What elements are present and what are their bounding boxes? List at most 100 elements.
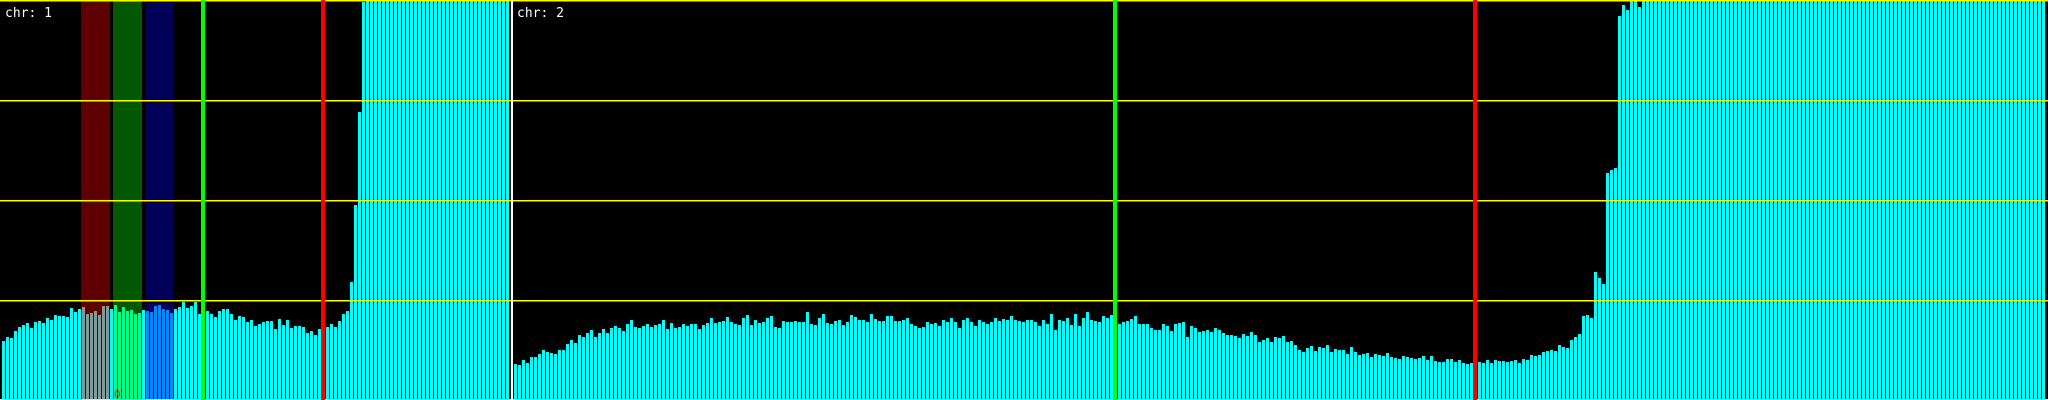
coverage-bar — [1146, 324, 1149, 400]
coverage-bar — [662, 320, 665, 400]
coverage-bar — [1262, 340, 1265, 400]
coverage-bar — [934, 323, 937, 400]
coverage-bar — [1282, 336, 1285, 400]
coverage-bar — [546, 352, 549, 400]
coverage-bar — [1482, 363, 1485, 400]
panel-label-chr1: chr: 1 — [5, 6, 52, 21]
coverage-bar — [754, 320, 757, 400]
coverage-bar — [982, 322, 985, 400]
coverage-bar — [1582, 316, 1585, 400]
coverage-bar — [786, 322, 789, 400]
coverage-bar — [290, 328, 293, 400]
coverage-bar — [1054, 330, 1057, 400]
coverage-bar — [334, 327, 337, 400]
coverage-bar — [702, 325, 705, 400]
coverage-bar — [1110, 315, 1113, 400]
coverage-bar — [810, 324, 813, 400]
coverage-bar — [882, 321, 885, 400]
coverage-bar — [246, 322, 249, 400]
coverage-bar — [1118, 324, 1121, 400]
coverage-bar — [1230, 335, 1233, 400]
coverage-bar — [254, 326, 257, 400]
coverage-bar — [1242, 334, 1245, 400]
coverage-bar — [654, 325, 657, 400]
coverage-bar — [1046, 324, 1049, 400]
coverage-bar — [1530, 355, 1533, 400]
coverage-bar — [1198, 332, 1201, 400]
coverage-bar — [1522, 359, 1525, 400]
coverage-bar — [1614, 168, 1617, 400]
coverage-bar — [358, 112, 361, 400]
gridline — [0, 0, 2048, 2]
coverage-bar — [1254, 335, 1257, 400]
coverage-bar — [1598, 278, 1601, 400]
coverage-bar — [878, 321, 881, 400]
coverage-bar — [1234, 336, 1237, 400]
coverage-bar — [50, 320, 53, 400]
coverage-bar — [1594, 272, 1597, 400]
coverage-bar — [194, 302, 197, 400]
coverage-bar — [1502, 361, 1505, 400]
coverage-bar — [210, 314, 213, 400]
coverage-bar — [686, 326, 689, 400]
coverage-bar — [858, 320, 861, 400]
coverage-bar — [222, 309, 225, 400]
coverage-bar — [962, 320, 965, 400]
coverage-bar — [1406, 357, 1409, 400]
coverage-bar — [338, 321, 341, 400]
coverage-bar — [1466, 364, 1469, 400]
coverage-bar — [1278, 338, 1281, 400]
coverage-bar — [1082, 318, 1085, 400]
coverage-bar — [594, 337, 597, 400]
coverage-bar — [1526, 360, 1529, 400]
coverage-bar — [946, 322, 949, 400]
coverage-bar — [346, 311, 349, 400]
coverage-bar — [798, 322, 801, 400]
coverage-bar — [834, 321, 837, 400]
coverage-bar — [242, 317, 245, 400]
coverage-bar — [218, 311, 221, 400]
coverage-bar — [318, 329, 321, 400]
coverage-bar — [1098, 322, 1101, 400]
coverage-bar — [1062, 321, 1065, 400]
coverage-bar — [1246, 336, 1249, 400]
coverage-bar — [94, 311, 97, 400]
coverage-bar — [778, 328, 781, 400]
coverage-bar — [1358, 355, 1361, 400]
coverage-bar — [1166, 326, 1169, 400]
coverage-bar — [802, 322, 805, 400]
coverage-bar — [1410, 358, 1413, 400]
coverage-bar — [746, 315, 749, 400]
coverage-bar — [274, 329, 277, 400]
coverage-bar — [302, 327, 305, 400]
coverage-bar — [238, 316, 241, 400]
coverage-bar — [630, 320, 633, 400]
coverage-bar — [770, 316, 773, 400]
coverage-bar — [1426, 360, 1429, 400]
coverage-bar — [1494, 360, 1497, 400]
coverage-bar — [566, 344, 569, 400]
coverage-bar — [70, 308, 73, 400]
coverage-bar — [1094, 321, 1097, 400]
coverage-bar — [262, 322, 265, 400]
coverage-bar — [1162, 324, 1165, 400]
coverage-bar — [1606, 173, 1609, 400]
coverage-bar — [1350, 347, 1353, 400]
coverage-bar — [58, 316, 61, 400]
coverage-bar — [1538, 355, 1541, 400]
coverage-bar — [1070, 325, 1073, 400]
coverage-bar — [1434, 361, 1437, 400]
coverage-bar — [1354, 352, 1357, 400]
coverage-bar — [1390, 357, 1393, 400]
coverage-bar — [326, 327, 329, 400]
coverage-bar — [750, 325, 753, 400]
coverage-bar — [854, 317, 857, 400]
coverage-bar — [1126, 321, 1129, 400]
coverage-bar — [98, 315, 101, 400]
coverage-bar — [1182, 322, 1185, 400]
coverage-bar — [1170, 331, 1173, 400]
coverage-bar — [1486, 360, 1489, 400]
coverage-bar — [886, 316, 889, 400]
coverage-bar — [1586, 315, 1589, 400]
